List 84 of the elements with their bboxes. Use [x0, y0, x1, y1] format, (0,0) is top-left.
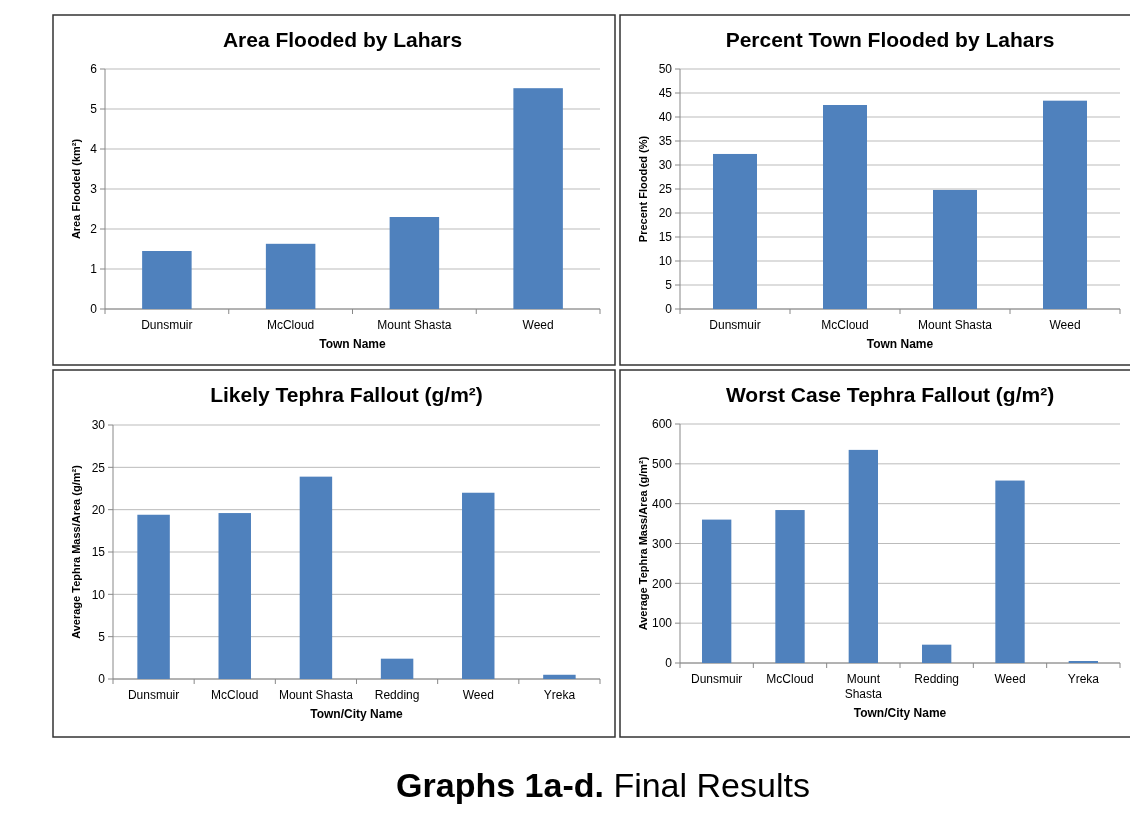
- x-axis-title: Town/City Name: [310, 707, 404, 721]
- bar: [702, 519, 732, 663]
- chart-title: Likely Tephra Fallout (g/m²): [210, 383, 483, 406]
- chart-title: Area Flooded by Lahars: [222, 28, 463, 51]
- bar: [543, 674, 576, 679]
- y-tick-label: 100: [651, 616, 673, 631]
- y-tick-label: 30: [658, 158, 673, 173]
- y-tick-label: 15: [91, 545, 106, 560]
- x-tick-label: Yreka: [1067, 672, 1100, 686]
- y-tick-label: 600: [651, 417, 673, 432]
- y-tick-label: 0: [98, 672, 106, 687]
- bar: [389, 217, 440, 309]
- x-tick-label: McCloud: [766, 672, 814, 686]
- bar: [1043, 100, 1087, 309]
- bar: [848, 449, 878, 663]
- y-tick-label: 20: [658, 206, 673, 221]
- y-tick-label: 25: [91, 460, 106, 475]
- y-tick-label: 200: [651, 576, 673, 591]
- y-axis-title: Precent Flooded (%): [637, 135, 649, 243]
- y-axis-title: Average Tephra Mass/Area (g/m²): [637, 456, 649, 631]
- y-tick-label: 30: [91, 418, 106, 433]
- y-tick-label: 3: [90, 182, 98, 197]
- x-tick-label: McCloud: [211, 688, 259, 702]
- bar: [823, 105, 867, 309]
- y-tick-label: 15: [658, 230, 673, 245]
- bar: [713, 153, 757, 309]
- x-tick-label: Weed: [994, 672, 1026, 686]
- y-tick-label: 2: [90, 222, 98, 237]
- x-tick-label: Mount Shasta: [917, 318, 993, 332]
- x-axis-title: Town Name: [866, 337, 934, 351]
- y-tick-label: 500: [651, 457, 673, 472]
- x-axis-title: Town Name: [319, 337, 387, 351]
- bar: [299, 476, 333, 679]
- x-tick-label: Mount Shasta: [278, 688, 354, 702]
- bar: [218, 513, 251, 679]
- bar: [775, 510, 805, 663]
- bar: [995, 480, 1025, 663]
- bar: [265, 243, 316, 309]
- y-tick-label: 35: [658, 134, 673, 149]
- y-tick-label: 5: [98, 629, 106, 644]
- bar: [922, 644, 952, 663]
- x-tick-label: Dunsmuir: [690, 672, 743, 686]
- x-tick-label: McCloud: [266, 318, 315, 332]
- x-tick-label: Weed: [522, 318, 554, 332]
- y-tick-label: 25: [658, 182, 673, 197]
- x-tick-label: Weed: [462, 688, 494, 702]
- y-tick-label: 10: [658, 254, 673, 269]
- y-axis-title: Area Flooded (km²): [70, 138, 82, 240]
- x-tick-label: Redding: [374, 688, 420, 702]
- y-tick-label: 4: [90, 142, 98, 157]
- bar: [933, 189, 977, 309]
- x-tick-label: Redding: [914, 672, 960, 686]
- text: Graphs 1a-d. Final Results: [396, 766, 810, 804]
- y-tick-label: 0: [665, 656, 673, 671]
- y-tick-label: 50: [658, 62, 673, 77]
- chart-title: Worst Case Tephra Fallout (g/m²): [725, 383, 1055, 406]
- y-tick-label: 0: [90, 302, 98, 317]
- y-tick-label: 10: [91, 587, 106, 602]
- bar: [380, 658, 414, 679]
- y-tick-label: 1: [90, 262, 98, 277]
- bar: [142, 251, 192, 309]
- x-tick-label: Mount Shasta: [844, 672, 883, 701]
- y-tick-label: 400: [651, 496, 673, 511]
- y-tick-label: 45: [658, 86, 673, 101]
- x-tick-label: Dunsmuir: [141, 318, 193, 332]
- y-tick-label: 5: [90, 102, 98, 117]
- y-tick-label: 40: [658, 110, 673, 125]
- x-tick-label: Dunsmuir: [127, 688, 180, 702]
- bar: [462, 492, 495, 679]
- bar: [513, 88, 563, 309]
- x-tick-label: Weed: [1049, 318, 1081, 332]
- y-axis-title: Average Tephra Mass/Area (g/m²): [70, 464, 82, 639]
- x-tick-label: Mount Shasta: [377, 318, 452, 332]
- x-tick-label: McCloud: [821, 318, 869, 332]
- chart-title: Percent Town Flooded by Lahars: [725, 28, 1055, 51]
- x-axis-title: Town/City Name: [853, 706, 947, 720]
- x-tick-label: Yreka: [543, 688, 576, 702]
- y-tick-label: 300: [651, 536, 673, 551]
- y-tick-label: 5: [665, 278, 673, 293]
- bar: [137, 514, 170, 679]
- y-tick-label: 6: [90, 62, 98, 77]
- x-tick-label: Dunsmuir: [709, 318, 761, 332]
- y-tick-label: 0: [665, 302, 673, 317]
- y-tick-label: 20: [91, 502, 106, 517]
